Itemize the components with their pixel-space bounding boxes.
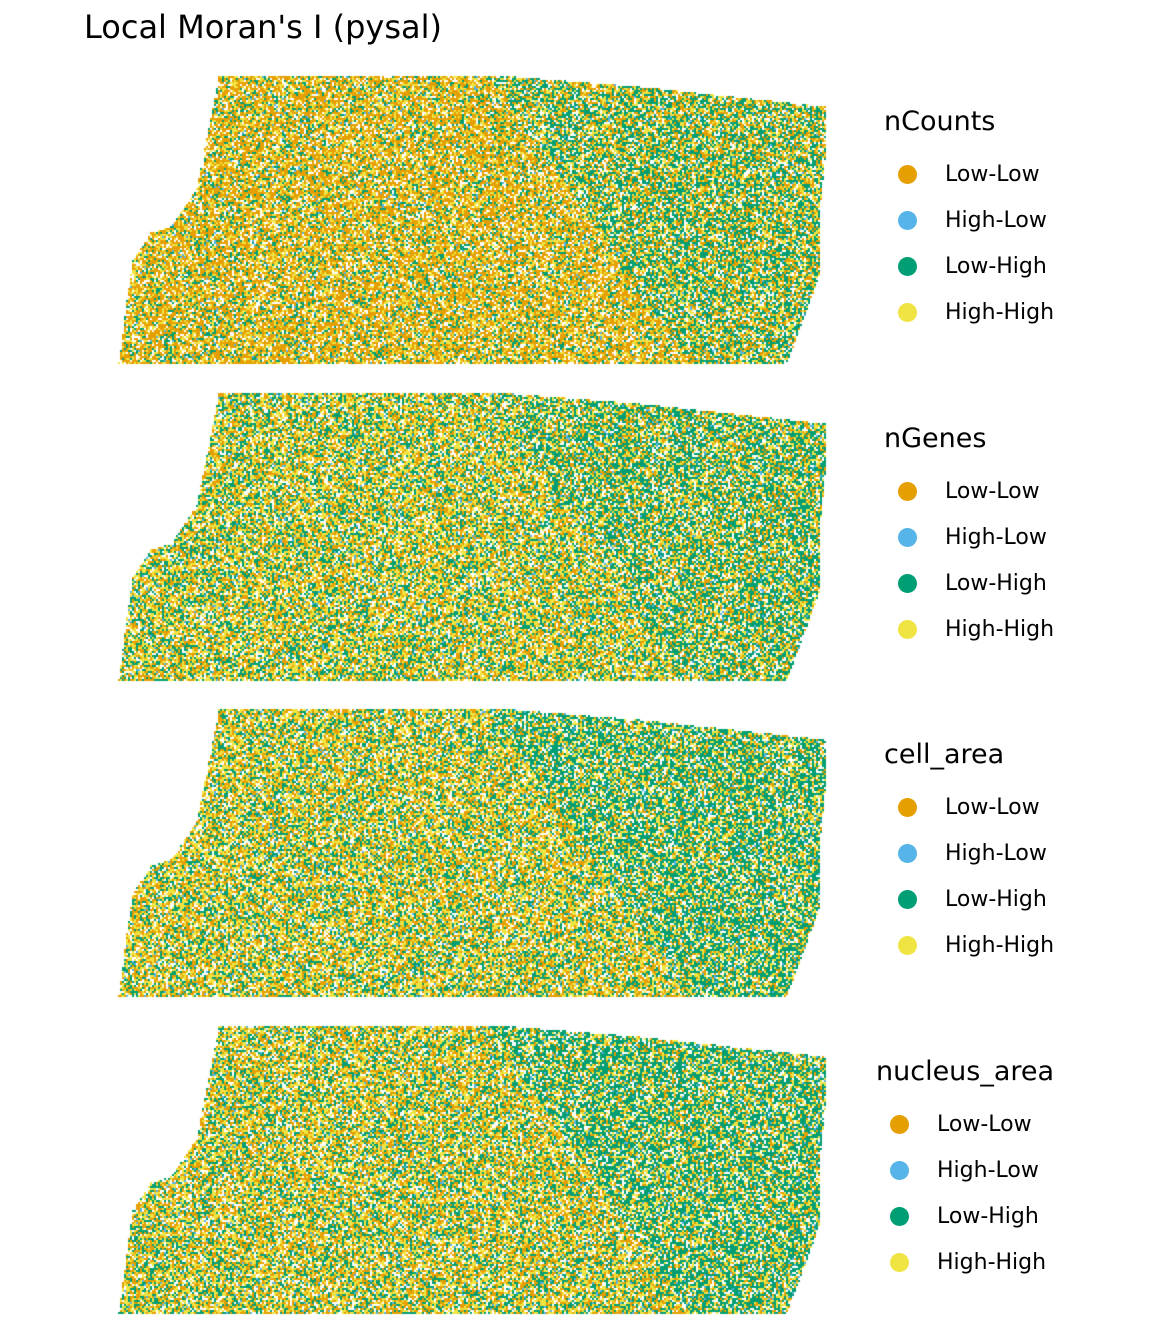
legend-item-high-low: High-Low xyxy=(884,830,1054,876)
legend-item-low-high: Low-High xyxy=(884,243,1054,289)
legend-label: High-High xyxy=(945,932,1055,958)
legend-item-low-low: Low-Low xyxy=(884,468,1054,514)
legend-item-high-high: High-High xyxy=(876,1239,1054,1285)
legend-dot-high-low xyxy=(890,1160,909,1180)
legend-item-low-low: Low-Low xyxy=(884,151,1054,197)
legend-dot-high-high xyxy=(898,619,917,639)
legend-item-high-low: High-Low xyxy=(884,514,1054,560)
legend-title: nucleus_area xyxy=(876,1056,1055,1087)
legend-dot-high-low xyxy=(898,527,917,547)
legend-label: High-High xyxy=(937,1249,1047,1275)
spatial-map-ncounts xyxy=(110,70,830,386)
legend-label: High-Low xyxy=(945,524,1047,550)
legend-dot-high-low xyxy=(898,210,917,230)
legend-dot-high-high xyxy=(898,302,917,322)
legend-dot-low-low xyxy=(898,481,917,501)
legend-dot-high-low xyxy=(898,843,917,863)
legend-dot-low-high xyxy=(898,256,917,276)
legend-label: High-High xyxy=(945,616,1055,642)
legend-label: High-Low xyxy=(945,840,1047,866)
spatial-map-ngenes xyxy=(110,387,830,703)
legend-dot-high-high xyxy=(890,1252,909,1272)
legend-dot-low-low xyxy=(890,1114,909,1134)
legend-item-high-high: High-High xyxy=(884,922,1054,968)
legend-item-low-high: Low-High xyxy=(876,1193,1054,1239)
legend-dot-low-high xyxy=(898,889,917,909)
panel-ncounts: nCounts Low-Low High-Low Low-High High-H… xyxy=(0,70,1152,386)
legend-label: Low-High xyxy=(945,886,1047,912)
panel-nucleus-area: nucleus_area Low-Low High-Low Low-High H… xyxy=(0,1020,1152,1336)
spatial-map-cell-area xyxy=(110,703,830,1019)
legend-title: nGenes xyxy=(884,423,987,454)
legend-item-low-high: Low-High xyxy=(884,560,1054,606)
legend-title: cell_area xyxy=(884,739,1005,770)
legend-item-low-high: Low-High xyxy=(884,876,1054,922)
legend-item-high-high: High-High xyxy=(884,606,1054,652)
legend-label: High-Low xyxy=(945,207,1047,233)
legend-cell-area: cell_area Low-Low High-Low Low-High High… xyxy=(884,739,1054,968)
panel-cell-area: cell_area Low-Low High-Low Low-High High… xyxy=(0,703,1152,1019)
panel-ngenes: nGenes Low-Low High-Low Low-High High-Hi… xyxy=(0,387,1152,703)
legend-label: Low-Low xyxy=(937,1111,1032,1137)
spatial-map-nucleus-area xyxy=(110,1020,830,1336)
legend-label: Low-High xyxy=(937,1203,1039,1229)
legend-dot-low-low xyxy=(898,797,917,817)
legend-label: Low-High xyxy=(945,570,1047,596)
legend-item-high-high: High-High xyxy=(884,289,1054,335)
legend-label: High-High xyxy=(945,299,1055,325)
legend-label: Low-Low xyxy=(945,478,1040,504)
legend-ngenes: nGenes Low-Low High-Low Low-High High-Hi… xyxy=(884,423,1054,652)
legend-nucleus-area: nucleus_area Low-Low High-Low Low-High H… xyxy=(876,1056,1054,1285)
legend-label: Low-Low xyxy=(945,794,1040,820)
legend-item-high-low: High-Low xyxy=(876,1147,1054,1193)
legend-item-low-low: Low-Low xyxy=(884,784,1054,830)
legend-dot-low-high xyxy=(898,573,917,593)
legend-title: nCounts xyxy=(884,106,996,137)
legend-label: Low-Low xyxy=(945,161,1040,187)
legend-label: High-Low xyxy=(937,1157,1039,1183)
legend-item-low-low: Low-Low xyxy=(876,1101,1054,1147)
chart-title: Local Moran's I (pysal) xyxy=(84,8,442,46)
legend-dot-high-high xyxy=(898,935,917,955)
legend-item-high-low: High-Low xyxy=(884,197,1054,243)
legend-dot-low-high xyxy=(890,1206,909,1226)
legend-dot-low-low xyxy=(898,164,917,184)
legend-label: Low-High xyxy=(945,253,1047,279)
legend-ncounts: nCounts Low-Low High-Low Low-High High-H… xyxy=(884,106,1054,335)
